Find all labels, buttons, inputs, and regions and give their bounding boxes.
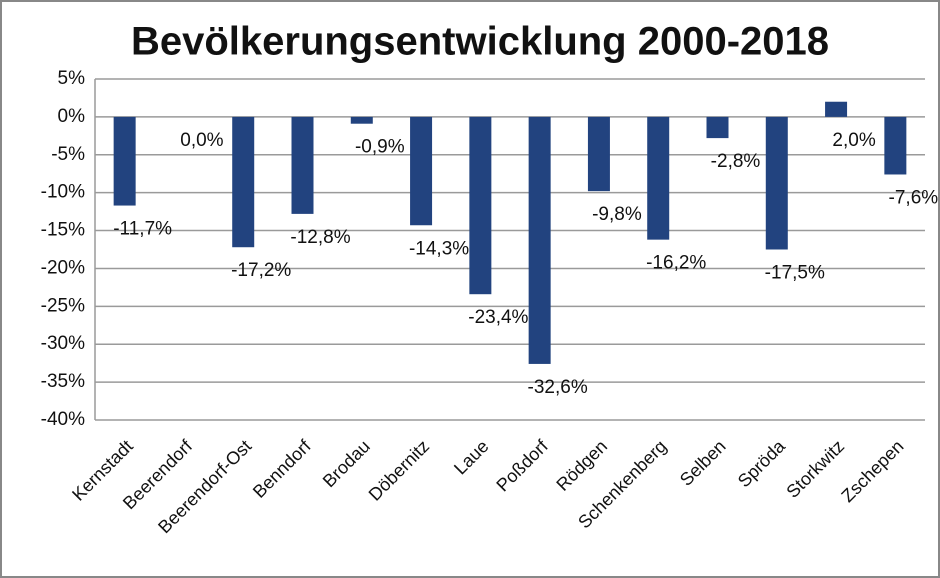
- bar: [647, 116, 670, 240]
- value-label: -7,6%: [889, 187, 939, 208]
- value-label: -2,8%: [711, 151, 761, 172]
- bar: [291, 116, 314, 214]
- y-tick-label: -35%: [41, 371, 85, 392]
- value-label: 0,0%: [180, 130, 223, 151]
- chart-title: Bevölkerungsentwicklung 2000-2018: [131, 20, 829, 64]
- value-label: -12,8%: [290, 227, 350, 248]
- y-tick-label: -20%: [41, 257, 85, 278]
- value-label: -17,5%: [765, 263, 825, 284]
- bar: [706, 116, 729, 139]
- value-label: -16,2%: [646, 253, 706, 274]
- value-label: -32,6%: [528, 377, 588, 398]
- y-tick-label: -10%: [41, 182, 85, 203]
- value-label: -11,7%: [113, 219, 172, 240]
- bar: [232, 116, 255, 248]
- value-label: -9,8%: [592, 204, 642, 225]
- value-label: -23,4%: [468, 307, 528, 328]
- bar: [825, 101, 848, 117]
- bar: [410, 116, 433, 226]
- y-tick-label: -40%: [41, 409, 85, 430]
- y-tick-label: -25%: [41, 295, 85, 316]
- y-tick-label: 5%: [58, 68, 86, 89]
- bar: [113, 116, 136, 206]
- bar: [469, 116, 492, 295]
- value-label: -14,3%: [409, 238, 469, 259]
- y-tick-label: -30%: [41, 333, 85, 354]
- value-label: 2,0%: [832, 130, 875, 151]
- bar: [350, 116, 373, 124]
- bar: [587, 116, 610, 192]
- y-tick-label: 0%: [58, 106, 86, 127]
- bar: [528, 116, 551, 364]
- bar: [884, 116, 907, 175]
- y-tick-label: -5%: [51, 144, 85, 165]
- value-label: -0,9%: [355, 137, 405, 158]
- bar: [765, 116, 788, 250]
- value-label: -17,2%: [231, 260, 291, 281]
- y-tick-label: -15%: [41, 220, 85, 241]
